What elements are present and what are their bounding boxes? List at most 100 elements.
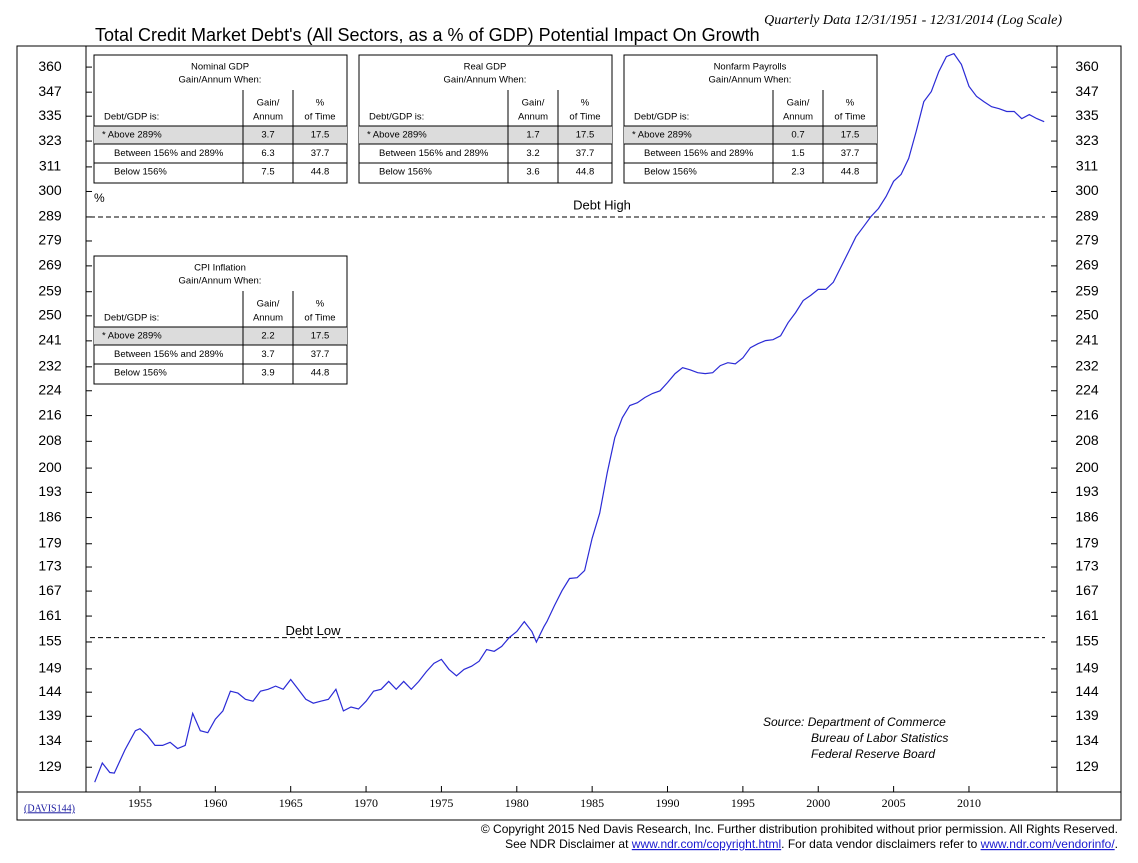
x-tick-label: 1990 [656,796,680,810]
table-cell: * Above 289% [102,331,162,342]
table-cell: Below 156% [644,167,697,178]
y-tick-label: 144 [38,683,62,699]
table-cell: 1.5 [791,148,804,159]
table-cell: Between 156% and 289% [114,148,224,159]
x-tick-label: 1965 [279,796,303,810]
chart-subtitle: Quarterly Data 12/31/1951 - 12/31/2014 (… [764,13,1062,28]
y-tick-label: 193 [38,483,62,499]
table-header: % [846,98,855,109]
table-cell: Below 156% [114,167,167,178]
y-tick-label: 208 [38,432,62,448]
table-cell: 3.7 [261,130,274,141]
y-tick-label: 241 [38,332,62,348]
y-tick-label: 161 [1075,607,1099,623]
y-tick-label: 323 [1075,132,1099,148]
x-tick-label: 1970 [354,796,378,810]
table-cell: 44.8 [841,167,860,178]
y-tick-label: 224 [1075,381,1099,397]
source: Federal Reserve Board [811,747,935,761]
highlight-row [359,126,612,144]
table-cell: 17.5 [311,331,330,342]
chart-id: (DAVIS144) [24,803,75,814]
y-tick-label: 224 [38,381,62,397]
reference-label: Debt Low [286,623,342,638]
y-tick-label: 360 [38,58,62,74]
table-subtitle: Gain/Annum When: [179,276,262,287]
table-cell: Between 156% and 289% [379,148,489,159]
table-cell: Between 156% and 289% [114,349,224,360]
table-cell: 1.7 [526,130,539,141]
table-cell: 44.8 [311,368,330,379]
table-cell: 0.7 [791,130,804,141]
y-tick-label: 232 [1075,358,1099,374]
y-tick-label: 259 [1075,282,1099,298]
x-tick-label: 1955 [128,796,152,810]
disclaimer: See NDR Disclaimer at www.ndr.com/copyri… [505,837,1118,851]
table-header: Gain/ [257,98,280,109]
table-cell: 44.8 [311,167,330,178]
copyright: © Copyright 2015 Ned Davis Research, Inc… [481,822,1118,836]
table-frame [93,255,348,385]
table-header: Debt/GDP is: [104,112,159,123]
table-cell: 17.5 [311,130,330,141]
table-header: % [581,98,590,109]
y-tick-label: 289 [38,208,62,224]
disclaimer-text: See NDR Disclaimer at [505,837,632,851]
y-tick-label: 129 [38,758,62,774]
table-cell: 3.7 [261,349,274,360]
table-header: of Time [304,112,335,123]
table-frame [93,54,348,184]
table-cell: Between 156% and 289% [644,148,754,159]
x-tick-label: 1960 [203,796,227,810]
link[interactable]: www.ndr.com/copyright.html [631,837,781,851]
table-title: CPI Inflation [194,263,246,274]
table-cell: 37.7 [841,148,860,159]
x-tick-label: 2010 [957,796,981,810]
source: Bureau of Labor Statistics [811,731,948,745]
y-tick-label: 144 [1075,683,1099,699]
y-tick-label: 167 [38,582,62,598]
y-tick-label: 347 [38,83,62,99]
table-header: Gain/ [522,98,545,109]
table-cell: 37.7 [311,349,330,360]
y-tick-label: 216 [1075,406,1099,422]
table-cell: * Above 289% [102,130,162,141]
table-header: of Time [834,112,865,123]
y-tick-label: 200 [38,459,62,475]
table-header: Gain/ [787,98,810,109]
chart-title: Total Credit Market Debt's (All Sectors,… [95,25,760,45]
y-tick-label: 149 [1075,660,1099,676]
highlight-row [94,327,347,345]
table-cell: 17.5 [576,130,595,141]
y-tick-label: 129 [1075,758,1099,774]
table-cell: Below 156% [114,368,167,379]
table-frame [358,54,613,184]
y-tick-label: 269 [1075,257,1099,273]
table-header: % [316,98,325,109]
table-cell: * Above 289% [632,130,692,141]
table-cell: 3.6 [526,167,539,178]
y-tick-label: 139 [1075,707,1099,723]
frame [16,45,1122,821]
data-line [94,52,1045,783]
y-tick-label: 259 [38,282,62,298]
table-frame [623,54,878,184]
link[interactable]: www.ndr.com/vendorinfo/ [980,837,1116,851]
table-header: Annum [518,112,548,123]
y-tick-label: 360 [1075,58,1099,74]
y-tick-label: 193 [1075,483,1099,499]
y-tick-label: 300 [38,182,62,198]
y-tick-label: 134 [38,732,62,748]
y-tick-label: 323 [38,132,62,148]
x-tick-label: 1975 [429,796,453,810]
table-header: of Time [304,313,335,324]
table-header: % [316,299,325,310]
y-tick-label: 200 [1075,459,1099,475]
table-header: of Time [569,112,600,123]
table-cell: 2.3 [791,167,804,178]
disclaimer-text: . [1115,837,1118,851]
table-cell: 2.2 [261,331,274,342]
y-tick-label: 335 [1075,107,1099,123]
y-tick-label: 335 [38,107,62,123]
